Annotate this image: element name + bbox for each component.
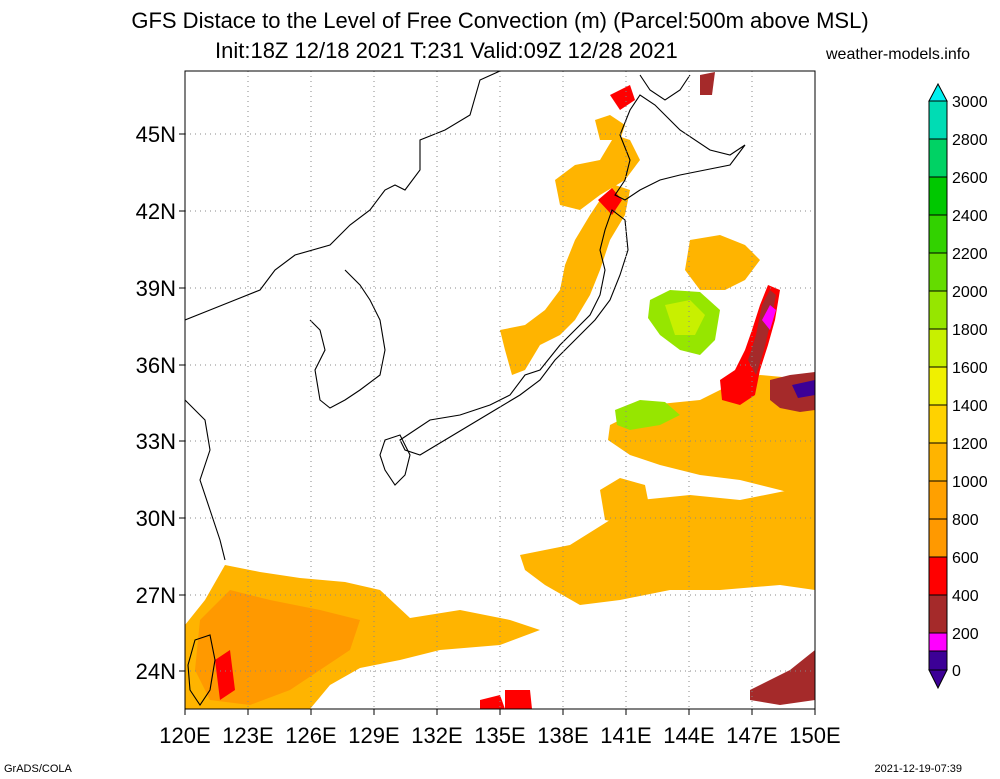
field-region-east-tongue: [685, 235, 760, 290]
field-shading: [185, 72, 815, 709]
field-region-green-south: [615, 400, 680, 430]
colorbar-label-2000: 2000: [952, 284, 988, 301]
field-region-hokkaido: [555, 135, 640, 210]
axis-ticks: [179, 133, 816, 715]
coastline-taiwan: [187, 634, 216, 706]
coastline-honshu: [399, 209, 629, 456]
colorbar-label-800: 800: [952, 512, 979, 529]
colorbar-bin-1000: [928, 480, 948, 520]
grid-lines: [185, 71, 815, 709]
colorbar-label-400: 400: [952, 588, 979, 605]
field-region-south-red: [215, 650, 235, 700]
chart-title: GFS Distace to the Level of Free Convect…: [131, 8, 869, 33]
field-region-south-spot2: [505, 690, 532, 709]
coastlines: [185, 71, 746, 706]
coastline-asia: [185, 71, 501, 321]
lon-label-135e: 135E: [474, 723, 525, 748]
lon-label-138e: 138E: [537, 723, 588, 748]
lon-label-129e: 129E: [348, 723, 399, 748]
field-region-north-brown: [700, 72, 715, 95]
field-region-magenta: [762, 305, 776, 330]
colorbar-label-2800: 2800: [952, 132, 988, 149]
footer-timestamp: 2021-12-19-07:39: [874, 763, 962, 775]
field-region-band-patch: [600, 478, 650, 525]
colorbar-label-3000: 3000: [952, 94, 988, 111]
colorbar-top-arrow: [928, 82, 948, 102]
field-region-honshu: [500, 185, 630, 375]
coastline-korea: [309, 269, 386, 409]
field-region-tsugaru-red: [598, 188, 622, 215]
field-region-south-spot: [480, 695, 505, 709]
lat-label-27n: 27N: [136, 583, 176, 608]
colorbar-bin-600: [928, 556, 948, 596]
lat-label-33n: 33N: [136, 429, 176, 454]
field-region-north: [595, 115, 625, 140]
lon-label-123e: 123E: [222, 723, 273, 748]
colorbar-label-2600: 2600: [952, 170, 988, 187]
lon-label-141e: 141E: [600, 723, 651, 748]
colorbar-bin-200: [928, 632, 948, 652]
lat-label-24n: 24N: [136, 659, 176, 684]
colorbar-label-1200: 1200: [952, 436, 988, 453]
colorbar-label-600: 600: [952, 550, 979, 567]
lon-label-126e: 126E: [285, 723, 336, 748]
field-region-southwest-core: [195, 590, 360, 705]
colorbar-label-1000: 1000: [952, 474, 988, 491]
lat-label-42n: 42N: [136, 199, 176, 224]
colorbar-bin-800: [928, 518, 948, 558]
colorbar-bin-2200: [928, 252, 948, 292]
coastline-china: [185, 399, 226, 561]
coastline-hokkaido: [614, 94, 746, 201]
colorbar-label-0: 0: [952, 663, 961, 680]
lat-label-30n: 30N: [136, 506, 176, 531]
colorbar-bin-1200: [928, 442, 948, 482]
lon-label-147e: 147E: [726, 723, 777, 748]
field-region-northeast-red: [610, 85, 635, 110]
footer-software: GrADS/COLA: [4, 763, 72, 775]
lon-label-132e: 132E: [411, 723, 462, 748]
colorbar-bin-0: [928, 650, 948, 671]
site-credit: weather-models.info: [826, 46, 971, 63]
colorbar-bin-1400: [928, 404, 948, 444]
colorbar-label-2400: 2400: [952, 208, 988, 225]
lon-label-150e: 150E: [789, 723, 840, 748]
colorbar-label-2200: 2200: [952, 246, 988, 263]
field-region-band: [520, 490, 815, 605]
colorbar-bin-2600: [928, 176, 948, 216]
colorbar-label-1600: 1600: [952, 360, 988, 377]
colorbar-label-1400: 1400: [952, 398, 988, 415]
colorbar-bin-2400: [928, 214, 948, 254]
coastline-sakhalin: [639, 74, 691, 101]
colorbar-bin-400: [928, 594, 948, 634]
colorbar-label-200: 200: [952, 626, 979, 643]
chart-subtitle: Init:18Z 12/18 2021 T:231 Valid:09Z 12/2…: [215, 38, 678, 63]
colorbar: [928, 82, 948, 690]
colorbar-bin-3000: [928, 100, 948, 140]
field-region-brown-east: [770, 372, 815, 412]
colorbar-bin-1600: [928, 366, 948, 406]
lat-label-39n: 39N: [136, 276, 176, 301]
lon-label-120e: 120E: [159, 723, 210, 748]
field-region-purple: [792, 380, 815, 398]
colorbar-bin-2800: [928, 138, 948, 178]
colorbar-bin-2000: [928, 290, 948, 330]
coastline-kyushu: [379, 434, 411, 486]
field-region-green-inner: [665, 300, 705, 335]
colorbar-bin-1800: [928, 328, 948, 368]
lat-label-45n: 45N: [136, 122, 176, 147]
lon-label-144e: 144E: [663, 723, 714, 748]
field-region-southeast-brown: [750, 650, 815, 705]
lat-label-36n: 36N: [136, 353, 176, 378]
colorbar-bottom-arrow: [928, 669, 948, 690]
colorbar-label-1800: 1800: [952, 322, 988, 339]
